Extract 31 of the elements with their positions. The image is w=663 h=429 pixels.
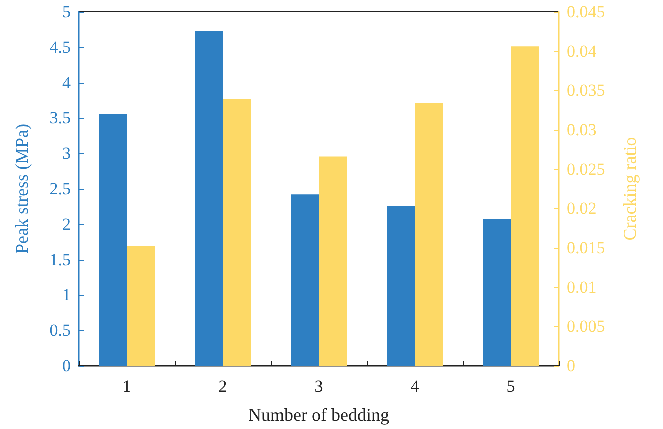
y-axis-title: Peak stress (MPa)	[12, 124, 32, 254]
y-tick-label: 0.5	[50, 321, 71, 340]
bar	[99, 114, 127, 366]
x-tick-label: 5	[506, 377, 516, 396]
y-tick-label: 2	[62, 214, 71, 234]
y-tick-label: 1	[62, 286, 71, 305]
y-tick-label: 3	[62, 144, 71, 164]
x-axis-title: Number of bedding	[248, 405, 390, 425]
y2-tick-label: 0.025	[567, 160, 606, 179]
y-tick-label: 5	[62, 2, 71, 22]
y2-tick-label: 0.02	[567, 199, 597, 218]
y2-tick-label: 0.005	[567, 317, 606, 336]
y-tick-label: 3.5	[50, 108, 71, 128]
x-tick-label: 1	[122, 377, 132, 396]
y2-tick-label: 0.01	[567, 278, 597, 297]
y-tick-label: 4.5	[50, 38, 71, 57]
y2-tick-label: 0.035	[567, 81, 606, 100]
y-tick-label: 1.5	[50, 250, 71, 270]
y-tick-label: 2.5	[50, 180, 71, 198]
y-tick-label: 0	[62, 356, 71, 376]
y2-axis-title: Cracking ratio	[620, 137, 640, 241]
y2-tick-label: 0.045	[567, 2, 606, 22]
y2-tick-label: 0.04	[567, 42, 598, 61]
x-tick-label: 3	[314, 377, 324, 396]
y-tick-label: 4	[62, 73, 72, 92]
y2-tick-label: 0.015	[567, 238, 606, 258]
x-tick-label: 2	[218, 377, 228, 396]
y2-tick-label: 0	[567, 356, 576, 376]
bar	[511, 46, 539, 366]
y2-tick-label: 0.03	[567, 120, 597, 140]
x-tick-label: 4	[410, 377, 420, 396]
